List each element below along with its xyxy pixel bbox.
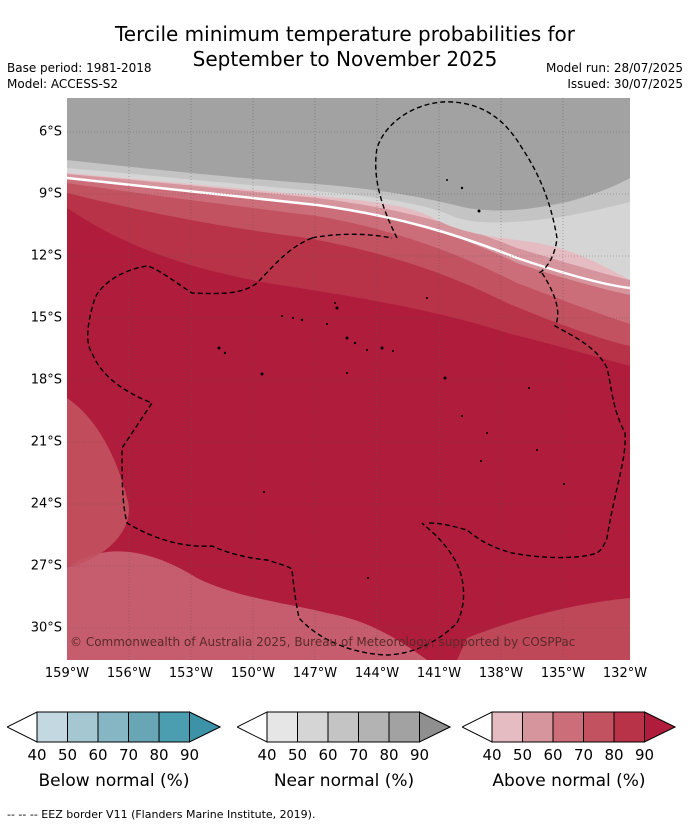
legend-cell [522,711,554,743]
lat-label: 18°S [30,372,62,388]
legend-arrow-high [419,711,451,743]
legend-tick: 90 [634,746,655,764]
legend-arrow-high [644,711,676,743]
legend-tick: 40 [257,746,277,764]
lat-label: 6°S [38,124,62,140]
legend-cell [552,711,584,743]
map-title: Tercile minimum temperature probabilitie… [0,22,690,72]
legend-tick: 80 [379,746,399,764]
legend-above-normal-bar [462,710,676,744]
legend-tick: 50 [512,746,533,764]
lat-label: 9°S [38,186,62,202]
legend-tick: 70 [348,746,369,764]
legend-tick: 80 [149,746,169,764]
legend-below-normal-bar [7,710,221,744]
lon-label: 144°W [354,666,400,681]
legend-tick: 40 [27,746,47,764]
legend-tick: 60 [318,746,338,764]
lat-label: 21°S [30,434,62,450]
legend-cell [158,711,190,743]
lat-label: 15°S [30,310,62,326]
legend-above-normal-title: Above normal (%) [492,771,646,791]
lon-label: 153°W [168,666,214,681]
legend-cell [491,711,523,743]
lon-label: 135°W [540,666,586,681]
legend-tick: 70 [118,746,139,764]
meta-right: Model run: 28/07/2025 Issued: 30/07/2025 [546,60,683,92]
lon-label: 159°W [44,666,90,681]
legend-cell [67,711,99,743]
lon-label: 156°W [106,666,152,681]
model-name: Model: ACCESS-S2 [7,77,119,91]
legend-cell [358,711,390,743]
legend-tick: 60 [543,746,563,764]
legend-tick: 70 [573,746,594,764]
lat-label: 27°S [30,558,62,574]
legend-tick: 40 [482,746,502,764]
legend-cell [583,711,615,743]
legend-arrow-low [237,711,268,743]
legend-tick: 50 [57,746,78,764]
legend-near-normal-title: Near normal (%) [273,771,415,791]
lon-label: 150°W [230,666,276,681]
band-near-60 [67,98,630,211]
legend-cell [36,711,68,743]
patch-above-70-west [67,398,129,568]
probability-map [67,98,630,660]
lon-label: 147°W [292,666,338,681]
legend-below-normal-title: Below normal (%) [38,771,190,791]
legend-tick: 90 [409,746,430,764]
legend-cell [128,711,160,743]
eez-borders [87,101,626,656]
base-period: Base period: 1981-2018 [7,61,152,75]
title-line-2: September to November 2025 [192,47,498,71]
legend-cell [388,711,420,743]
grid-lines [67,98,630,660]
lon-label: 132°W [602,666,648,681]
legend-arrow-low [462,711,493,743]
eez-footnote: -- -- -- EEZ border V11 (Flanders Marine… [7,808,316,821]
lon-label: 141°W [416,666,462,681]
legend-cell [613,711,645,743]
patch-above-60-south [67,551,427,660]
legend-arrow-low [7,711,38,743]
copyright-notice: © Commonwealth of Australia 2025, Bureau… [70,635,576,649]
lat-label: 12°S [30,248,62,264]
legend-cell [297,711,329,743]
model-run: Model run: 28/07/2025 [545,61,683,75]
lon-label: 138°W [478,666,524,681]
legend-tick: 90 [179,746,200,764]
lat-label: 24°S [30,496,62,512]
legend-cell [266,711,298,743]
islands [217,179,565,579]
title-line-1: Tercile minimum temperature probabilitie… [114,22,576,46]
legend-arrow-high [189,711,221,743]
legend-tick: 80 [604,746,624,764]
lat-label: 30°S [30,620,62,636]
legend-tick: 60 [88,746,108,764]
above-normal-boundary [67,176,630,290]
meta-left: Base period: 1981-2018 Model: ACCESS-S2 [7,60,152,92]
legend-tick: 50 [287,746,308,764]
legend-cell [327,711,359,743]
issued-date: Issued: 30/07/2025 [567,77,683,91]
legend-near-normal-bar [237,710,451,744]
legend-cell [97,711,129,743]
patch-above-70-southeast [457,598,630,660]
